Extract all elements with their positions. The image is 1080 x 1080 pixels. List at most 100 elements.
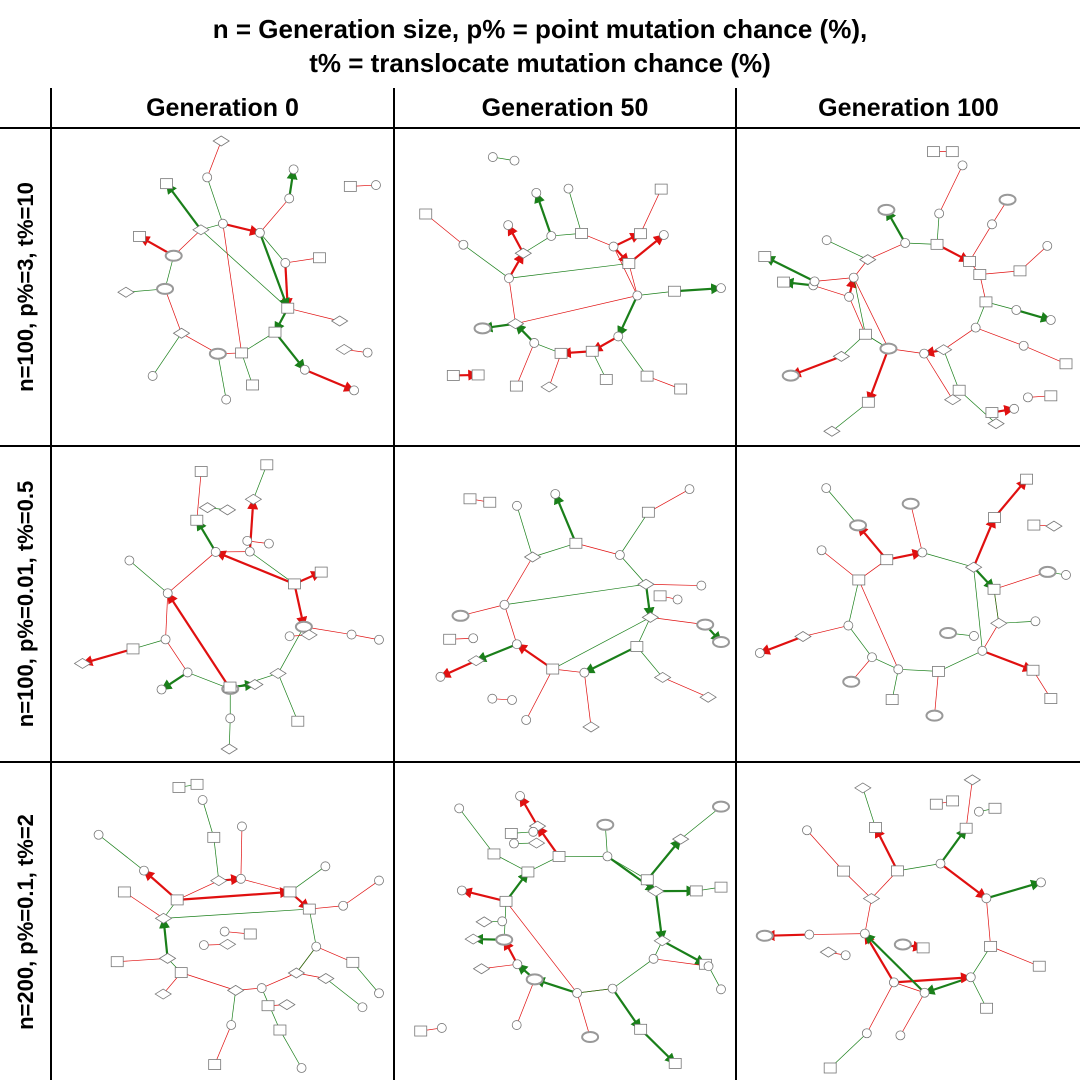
network-node-box: [509, 380, 523, 392]
network-node-double: [781, 369, 800, 382]
edge: [253, 464, 268, 500]
network-node-box: [235, 347, 249, 359]
network-graph: [755, 774, 1046, 1074]
network-node-box: [714, 881, 728, 893]
network-node-circle: [436, 1023, 447, 1033]
network-node-circle: [528, 826, 539, 837]
edge: [167, 551, 216, 594]
edge: [575, 542, 621, 556]
network-node-box: [932, 665, 945, 677]
network-node-box: [126, 643, 140, 655]
grid-line-v-1: [393, 88, 395, 1080]
node-layer: [758, 146, 1073, 437]
network-node-diamond: [472, 963, 491, 975]
edge: [866, 982, 895, 1034]
panel-r1-c1: [52, 129, 393, 445]
network-node-circle: [503, 220, 514, 231]
network-node-diamond: [212, 135, 230, 147]
edge: [852, 277, 866, 335]
network-node-diamond: [330, 315, 349, 327]
edge: [240, 878, 291, 893]
network-node-box: [160, 178, 173, 190]
edge: [503, 604, 518, 645]
edge: [617, 336, 648, 377]
edge: [826, 239, 868, 260]
network-graph: [419, 152, 726, 395]
network-node-box: [985, 407, 999, 418]
edge: [504, 583, 647, 607]
network-node-circle: [579, 667, 590, 678]
edge: [286, 168, 298, 199]
network-node-diamond: [226, 984, 245, 996]
edge-layer: [763, 779, 1043, 1069]
network-node-box: [443, 633, 457, 645]
edge: [507, 224, 525, 254]
edge: [969, 224, 993, 262]
network-node-box: [859, 328, 872, 340]
network-node-circle: [217, 218, 228, 229]
network-node-box: [634, 1023, 648, 1035]
edge: [874, 826, 899, 872]
network-node-circle: [919, 987, 930, 998]
edge: [576, 992, 591, 1038]
edge-layer: [420, 795, 722, 1065]
edge: [279, 1029, 302, 1069]
edge: [943, 349, 960, 391]
edge: [812, 284, 850, 298]
network-node-box: [891, 865, 904, 877]
network-graph: [414, 791, 730, 1069]
network-node-circle: [1011, 305, 1022, 315]
network-node-diamond: [527, 837, 546, 849]
network-node-box: [599, 373, 613, 385]
row-header-2: n=100, p%=0.01, t%=0.5: [0, 447, 52, 761]
edge: [463, 244, 510, 279]
network-node-double: [939, 627, 958, 640]
network-node-circle: [867, 652, 877, 663]
edge: [923, 353, 953, 401]
network-node-circle: [550, 489, 561, 499]
edge: [277, 673, 299, 722]
edge: [458, 808, 495, 855]
network-node-box: [291, 715, 305, 727]
network-node-circle: [511, 639, 522, 650]
network-node-box: [963, 256, 976, 267]
network-node-diamond: [943, 394, 962, 406]
network-node-circle: [613, 331, 624, 342]
network-node-circle: [608, 241, 619, 252]
network-node-box: [984, 940, 998, 952]
network-node-box: [861, 396, 875, 408]
network-node-circle: [572, 988, 583, 998]
network-node-circle: [371, 180, 381, 190]
network-node-circle: [346, 629, 357, 640]
edge: [893, 972, 972, 984]
edge: [504, 556, 533, 605]
network-node-box: [1059, 358, 1073, 370]
row-label-3: n=200, p%=0.1, t%=2: [13, 813, 38, 1030]
node-layer: [414, 791, 730, 1069]
network-node-box: [640, 370, 654, 382]
network-node-box: [927, 146, 940, 158]
edge: [808, 932, 865, 937]
edge: [583, 645, 638, 674]
edge: [680, 806, 722, 840]
network-node-circle: [288, 164, 299, 175]
edge: [857, 524, 888, 561]
network-node-double: [525, 973, 544, 986]
panel-r2-c2: [395, 447, 735, 761]
network-node-box: [654, 183, 668, 195]
network-node-circle: [804, 929, 815, 940]
network-node-circle: [957, 160, 968, 171]
edge: [922, 552, 974, 569]
network-node-circle: [124, 555, 135, 566]
edge: [576, 988, 613, 995]
panel-r2-c3: [737, 447, 1080, 761]
network-node-circle: [256, 983, 267, 993]
network-node-circle: [198, 940, 209, 950]
network-node-box: [640, 874, 654, 886]
network-node-diamond: [506, 318, 525, 330]
edge: [342, 880, 380, 907]
network-node-double: [596, 818, 615, 831]
edge: [98, 834, 145, 871]
edge: [965, 779, 974, 829]
edge-layer: [439, 488, 722, 728]
